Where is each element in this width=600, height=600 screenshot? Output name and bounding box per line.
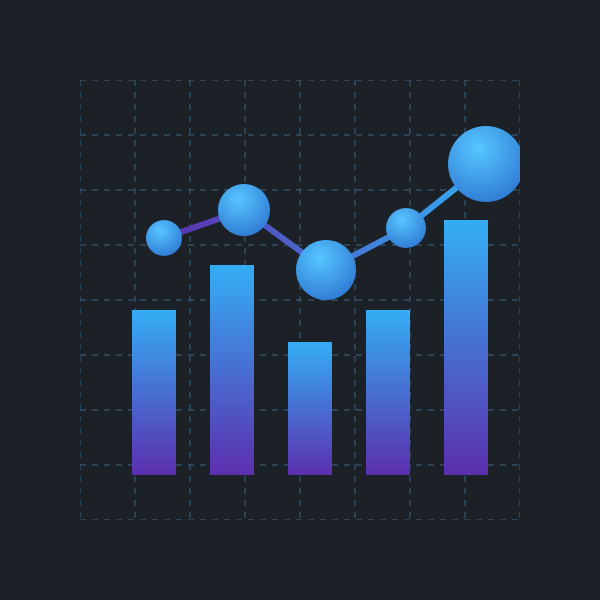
bar — [132, 310, 176, 475]
chart-svg — [80, 80, 520, 520]
bar — [288, 342, 332, 475]
line-marker — [296, 240, 356, 300]
bar — [210, 265, 254, 475]
bar — [366, 310, 410, 475]
bar — [444, 220, 488, 475]
line-marker — [448, 126, 520, 202]
line-marker — [386, 208, 426, 248]
analytics-chart — [80, 80, 520, 520]
line-marker — [146, 220, 182, 256]
line-marker — [218, 184, 270, 236]
